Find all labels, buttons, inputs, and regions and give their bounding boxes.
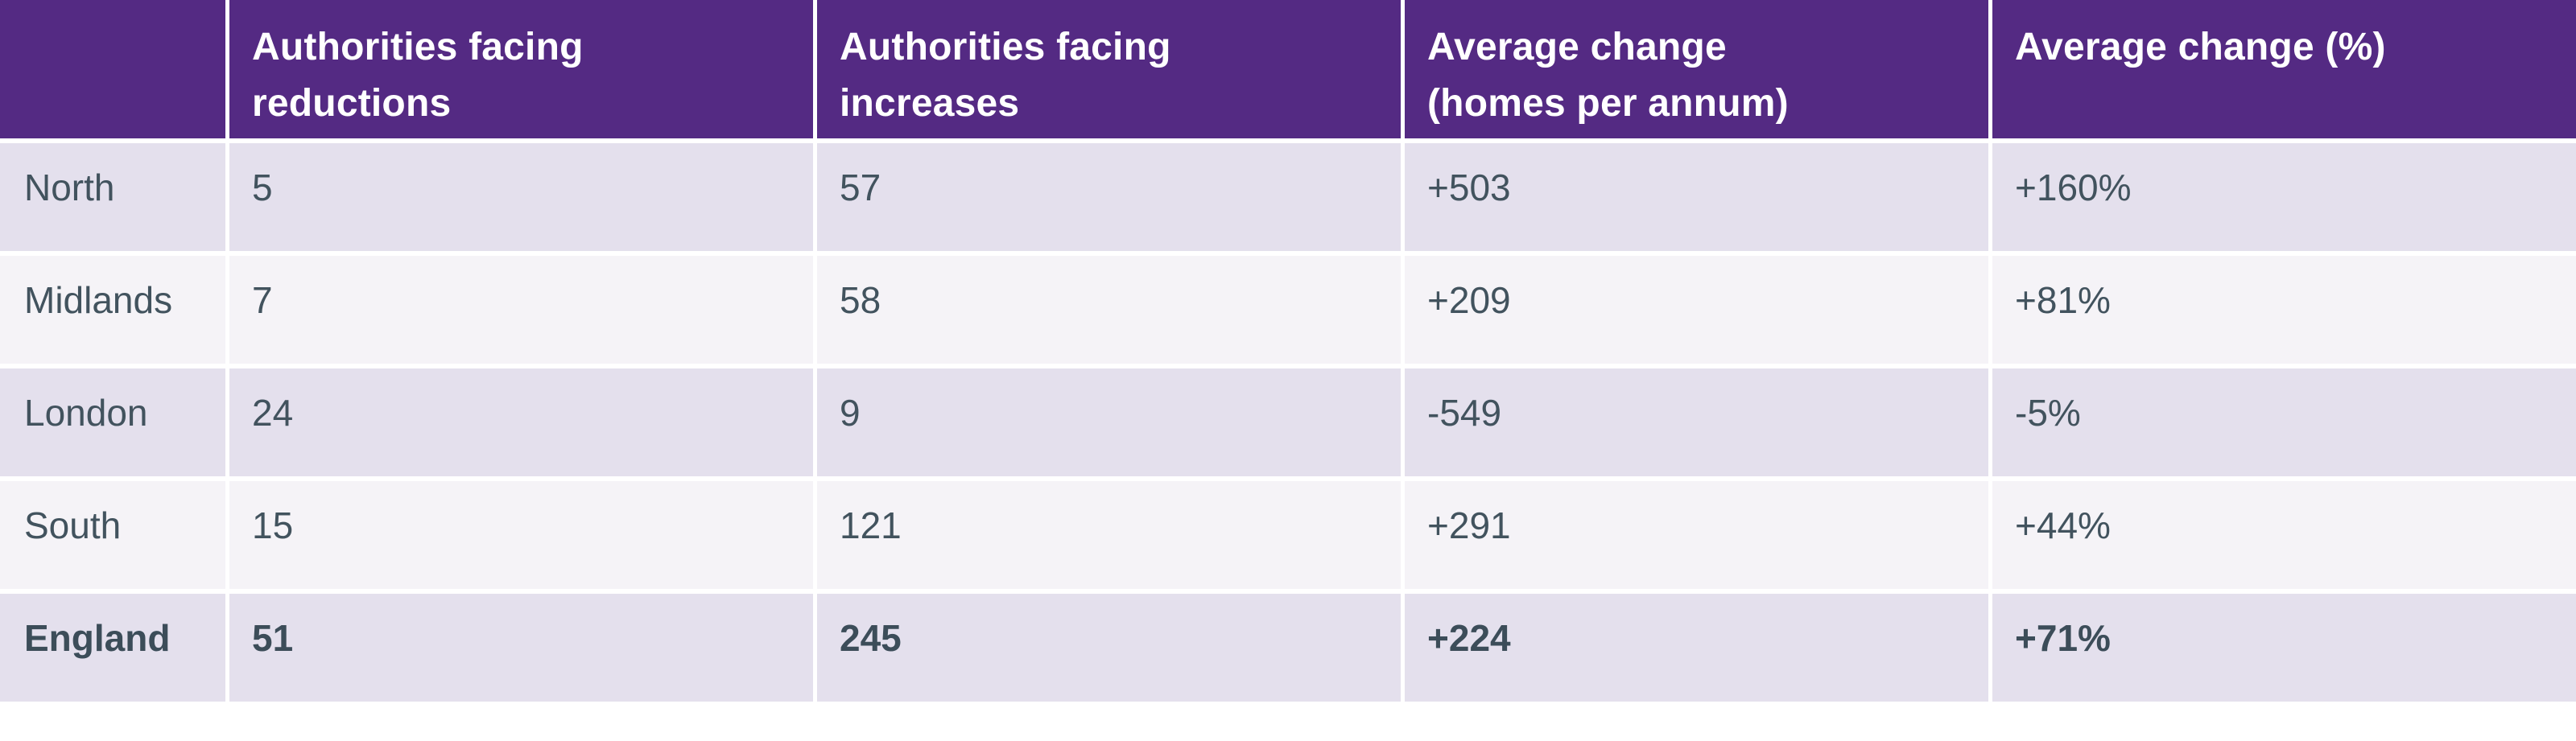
table-row-london: London 24 9 -549 -5%	[0, 368, 2576, 481]
value-cell-reductions: 5	[229, 143, 817, 256]
header-cell-blank	[0, 0, 229, 143]
value-cell-increases: 9	[817, 368, 1405, 481]
region-label-cell: Midlands	[0, 256, 229, 368]
header-cell-average-change-pct: Average change (%)	[1992, 0, 2576, 143]
value-cell-increases: 121	[817, 481, 1405, 594]
value-cell-increases: 57	[817, 143, 1405, 256]
value-cell-avg-change: +503	[1405, 143, 1992, 256]
table-header: Authorities facing reductions Authoritie…	[0, 0, 2576, 143]
value-cell-reductions: 15	[229, 481, 817, 594]
value-cell-avg-change-pct: +81%	[1992, 256, 2576, 368]
housing-targets-table: Authorities facing reductions Authoritie…	[0, 0, 2576, 706]
value-cell-avg-change-pct: +160%	[1992, 143, 2576, 256]
header-cell-authorities-facing-increases: Authorities facing increases	[817, 0, 1405, 143]
header-row: Authorities facing reductions Authoritie…	[0, 0, 2576, 143]
table-body: North 5 57 +503 +160% Midlands 7 58 +209…	[0, 143, 2576, 706]
region-label-cell: North	[0, 143, 229, 256]
region-label-cell: London	[0, 368, 229, 481]
value-cell-increases: 58	[817, 256, 1405, 368]
value-cell-reductions: 51	[229, 594, 817, 706]
value-cell-reductions: 7	[229, 256, 817, 368]
value-cell-avg-change: +224	[1405, 594, 1992, 706]
value-cell-avg-change-pct: +44%	[1992, 481, 2576, 594]
value-cell-avg-change-pct: +71%	[1992, 594, 2576, 706]
header-cell-authorities-facing-reductions: Authorities facing reductions	[229, 0, 817, 143]
value-cell-avg-change: -549	[1405, 368, 1992, 481]
table-row-midlands: Midlands 7 58 +209 +81%	[0, 256, 2576, 368]
value-cell-avg-change: +209	[1405, 256, 1992, 368]
table-row-north: North 5 57 +503 +160%	[0, 143, 2576, 256]
header-cell-average-change-homes: Average change (homes per annum)	[1405, 0, 1992, 143]
value-cell-increases: 245	[817, 594, 1405, 706]
value-cell-avg-change-pct: -5%	[1992, 368, 2576, 481]
region-label-cell: England	[0, 594, 229, 706]
table-row-south: South 15 121 +291 +44%	[0, 481, 2576, 594]
table-row-england-total: England 51 245 +224 +71%	[0, 594, 2576, 706]
value-cell-avg-change: +291	[1405, 481, 1992, 594]
value-cell-reductions: 24	[229, 368, 817, 481]
region-label-cell: South	[0, 481, 229, 594]
